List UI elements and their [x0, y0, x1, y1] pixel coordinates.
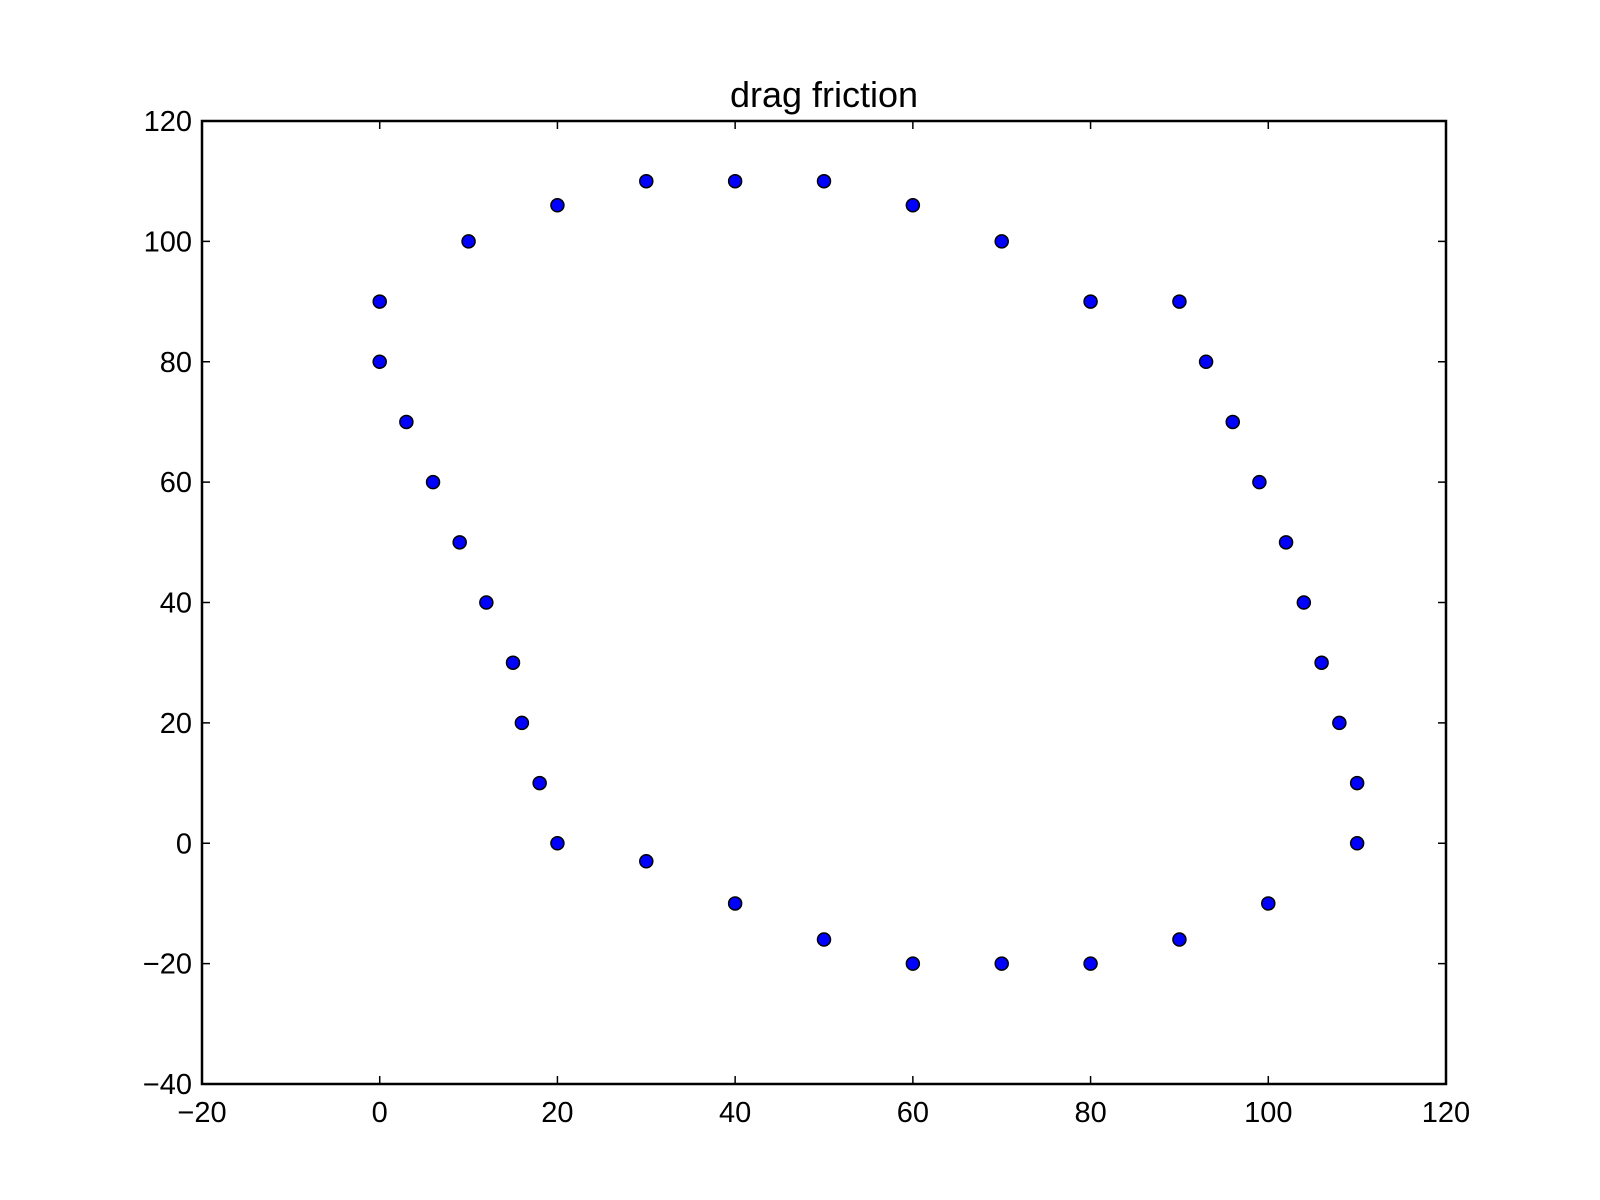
data-points	[372, 173, 1365, 971]
data-point	[479, 595, 494, 610]
data-point	[425, 474, 441, 490]
data-point	[1296, 595, 1312, 610]
data-point	[816, 173, 832, 189]
y-tick-label: 60	[160, 467, 192, 499]
data-point	[1261, 896, 1276, 911]
x-tick-label: 0	[372, 1097, 388, 1129]
data-point	[994, 234, 1009, 249]
data-point	[1172, 932, 1187, 947]
x-tick-label: 20	[541, 1097, 573, 1129]
y-tick-label: 80	[160, 347, 192, 379]
data-point	[816, 932, 832, 947]
data-point	[461, 234, 476, 249]
data-point	[1278, 535, 1294, 550]
data-point	[1332, 715, 1347, 731]
x-tick-label: −20	[177, 1097, 226, 1129]
data-point	[639, 173, 654, 189]
data-point	[550, 836, 565, 851]
data-point	[452, 535, 467, 550]
plot-frame	[200, 119, 1448, 1086]
y-tick-label: 40	[160, 588, 192, 620]
data-point	[905, 956, 921, 971]
data-point	[550, 198, 565, 213]
x-tick-label: 80	[1074, 1097, 1106, 1129]
data-point	[994, 956, 1009, 971]
data-point	[372, 354, 387, 369]
data-point	[1349, 836, 1365, 851]
data-point	[514, 715, 530, 731]
data-point	[727, 173, 743, 189]
x-tick-label: 100	[1244, 1097, 1292, 1129]
data-point	[639, 854, 654, 869]
data-point	[1198, 354, 1214, 369]
data-point	[1083, 956, 1098, 971]
data-point	[505, 655, 521, 670]
y-tick-label: 120	[144, 106, 192, 138]
data-point	[727, 896, 743, 911]
data-point	[1349, 775, 1365, 791]
y-tick-label: 100	[144, 226, 192, 258]
chart-title: drag friction	[730, 74, 918, 115]
y-tick-label: 0	[176, 828, 192, 860]
data-point	[1252, 474, 1267, 490]
y-tick-label: −40	[143, 1069, 192, 1101]
data-point	[1225, 414, 1240, 430]
data-point	[1314, 655, 1329, 670]
x-tick-label: 40	[719, 1097, 751, 1129]
data-point	[905, 198, 921, 213]
y-tick-label: −20	[143, 949, 192, 981]
y-tick-label: 20	[160, 708, 192, 740]
x-tick-label: 60	[897, 1097, 929, 1129]
data-point	[1172, 294, 1187, 309]
data-point	[399, 414, 414, 430]
data-point	[532, 775, 547, 791]
x-tick-label: 120	[1422, 1097, 1470, 1129]
data-point	[1083, 294, 1098, 309]
data-point	[372, 294, 387, 309]
